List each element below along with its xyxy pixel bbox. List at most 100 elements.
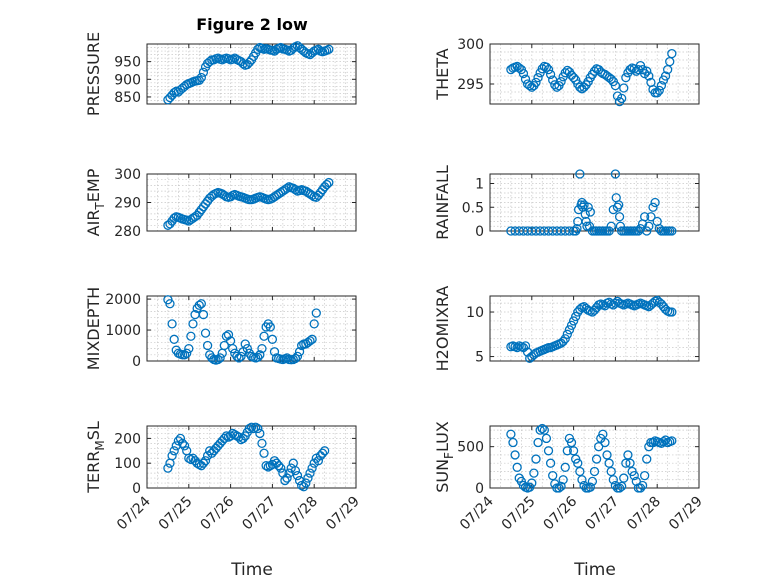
- y-tick-label: 10: [466, 305, 484, 321]
- data-point: [623, 450, 633, 460]
- data-point: [518, 68, 529, 79]
- data-point: [558, 475, 568, 485]
- data-point: [276, 42, 286, 53]
- data-point: [182, 348, 192, 358]
- data-point: [614, 200, 624, 210]
- data-point: [537, 64, 547, 74]
- data-point: [165, 299, 175, 309]
- data-point: [301, 478, 311, 488]
- data-point: [238, 59, 248, 69]
- data-point: [566, 320, 577, 331]
- x-tick-label: 07/29: [323, 494, 363, 534]
- subplot-air-temp: 280 290 300 AIRTEMP: [84, 167, 357, 240]
- data-point: [560, 68, 570, 78]
- data-point: [294, 475, 305, 486]
- data-point: [660, 435, 671, 445]
- data-point: [531, 454, 541, 464]
- data-point: [610, 298, 621, 308]
- data-point: [642, 454, 652, 464]
- data-point: [606, 74, 616, 84]
- data-point: [621, 72, 631, 83]
- data-point: [520, 341, 531, 351]
- data-point: [604, 226, 614, 236]
- data-point: [533, 72, 543, 83]
- data-point: [251, 422, 261, 432]
- y-tick-label: 0: [475, 224, 484, 240]
- data-point: [236, 351, 246, 362]
- data-point: [562, 329, 572, 339]
- x-axis-label-left: Time: [230, 560, 273, 580]
- y-tick-label: 5: [475, 350, 484, 366]
- data-point: [322, 179, 332, 190]
- subplot-terr-msl: 0 100 200 07/24 07/25 07/26 07/27 07/28 07/29 TER…: [84, 421, 363, 533]
- data-point: [584, 221, 595, 231]
- data-point: [167, 451, 177, 461]
- data-point: [186, 331, 196, 341]
- subplot-sun-flux: 0 500 07/24 07/25 07/26 07/27 07/28 07/29 SUNFLU…: [433, 421, 706, 533]
- data-point: [548, 470, 558, 481]
- data-point: [589, 466, 600, 477]
- data-point: [631, 476, 641, 487]
- x-tick-label: 07/28: [281, 494, 321, 534]
- data-point: [541, 433, 552, 444]
- x-tick-label: 07/27: [239, 494, 279, 534]
- data-point: [269, 347, 280, 357]
- data-point: [642, 226, 652, 236]
- data-point: [667, 48, 677, 59]
- data-point: [508, 437, 518, 448]
- data-point: [545, 69, 556, 80]
- data-point: [650, 197, 660, 208]
- data-point: [215, 353, 225, 363]
- data-point: [184, 453, 194, 463]
- y-tick-label: 1000: [105, 323, 141, 339]
- data-point: [533, 437, 543, 448]
- data-point: [614, 483, 625, 493]
- y-tick-label: 850: [114, 90, 141, 106]
- data-point: [575, 466, 585, 477]
- data-point: [556, 481, 566, 491]
- data-point: [646, 212, 656, 222]
- axes-frame: [146, 43, 357, 105]
- data-point: [582, 221, 592, 231]
- data-point: [238, 433, 248, 444]
- data-point: [257, 438, 267, 449]
- data-point: [585, 207, 595, 217]
- data-point: [319, 446, 330, 456]
- data-point: [196, 72, 206, 83]
- y-tick-label: 0: [132, 481, 141, 497]
- data-point: [644, 221, 654, 231]
- y-axis-label: SUNFLUX: [433, 421, 456, 493]
- x-tick-label: 07/25: [499, 494, 539, 534]
- data-point: [604, 458, 614, 468]
- data-point: [167, 319, 177, 329]
- data-point: [585, 482, 595, 492]
- data-point: [625, 458, 635, 468]
- subplot-h2omixra: 5 10 H2OMIXRA: [433, 286, 700, 371]
- data-point: [307, 334, 317, 344]
- y-tick-label: 900: [114, 72, 141, 88]
- data-point: [577, 197, 587, 208]
- y-tick-label: 500: [457, 440, 484, 456]
- data-point: [573, 458, 583, 468]
- data-point: [610, 80, 621, 91]
- data-point: [257, 343, 267, 354]
- data-point: [179, 350, 190, 360]
- data-point: [179, 441, 190, 451]
- data-point: [317, 448, 328, 458]
- data-point: [667, 226, 677, 236]
- data-point: [637, 480, 648, 491]
- data-point: [309, 319, 319, 329]
- data-point: [529, 468, 539, 478]
- y-axis-label: MIXDEPTH: [84, 287, 103, 370]
- y-tick-label: 295: [457, 77, 484, 93]
- data-point: [667, 307, 677, 317]
- data-point: [163, 463, 173, 473]
- data-point: [194, 300, 204, 310]
- data-point: [635, 223, 646, 234]
- data-point: [594, 442, 604, 452]
- data-point: [213, 354, 223, 365]
- y-tick-label: 0: [132, 354, 141, 370]
- data-point: [175, 433, 186, 444]
